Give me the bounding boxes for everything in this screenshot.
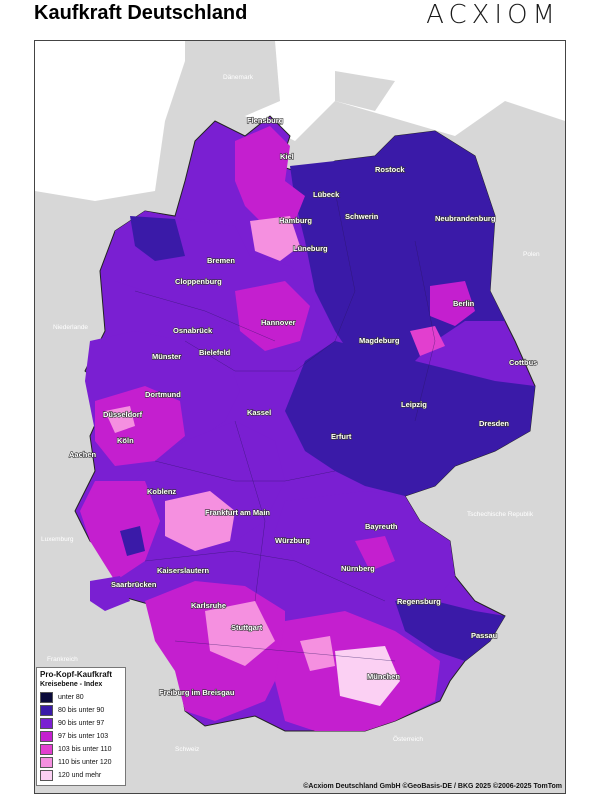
city-rostock[interactable]: Rostock bbox=[374, 164, 406, 174]
city-neubrandenburg[interactable]: Neubrandenburg bbox=[434, 213, 496, 223]
legend-title: Pro-Kopf-Kaufkraft bbox=[40, 670, 112, 679]
country-label-luxembourg: Luxemburg bbox=[41, 536, 74, 543]
city-berlin[interactable]: Berlin bbox=[452, 298, 475, 308]
legend: Pro-Kopf-Kaufkraft Kreisebene - Index un… bbox=[36, 667, 126, 786]
city-cottbus[interactable]: Cottbus bbox=[508, 357, 538, 367]
legend-swatch bbox=[40, 692, 53, 703]
city-bremen[interactable]: Bremen bbox=[206, 255, 236, 265]
country-label-france: Frankreich bbox=[47, 656, 78, 663]
region-ruhr-rhine bbox=[95, 386, 185, 466]
city-aachen[interactable]: Aachen bbox=[68, 449, 97, 459]
city-erfurt[interactable]: Erfurt bbox=[330, 431, 352, 441]
city-wuerzburg[interactable]: Würzburg bbox=[274, 535, 311, 545]
region-hannover bbox=[235, 281, 310, 351]
region-augsburg bbox=[300, 636, 335, 671]
country-label-poland: Polen bbox=[523, 251, 540, 258]
city-hannover[interactable]: Hannover bbox=[260, 317, 296, 327]
region-duesseldorf bbox=[105, 406, 135, 433]
legend-item: 80 bis unter 90 bbox=[40, 704, 122, 717]
legend-swatch bbox=[40, 770, 53, 781]
city-nuernberg[interactable]: Nürnberg bbox=[340, 563, 375, 573]
city-duesseldorf[interactable]: Düsseldorf bbox=[102, 409, 143, 419]
region-frankfurt bbox=[165, 491, 235, 551]
country-label-netherlands: Niederlande bbox=[53, 324, 88, 331]
legend-swatch bbox=[40, 705, 53, 716]
legend-item: 90 bis unter 97 bbox=[40, 717, 122, 730]
city-frankfurt[interactable]: Frankfurt am Main bbox=[204, 507, 271, 517]
region-saarland bbox=[90, 576, 130, 611]
city-freiburg[interactable]: Freiburg im Breisgau bbox=[158, 687, 235, 697]
city-schwerin[interactable]: Schwerin bbox=[344, 211, 379, 221]
region-pirmasens bbox=[120, 526, 145, 556]
region-stuttgart bbox=[205, 601, 275, 666]
denmark-land bbox=[185, 41, 280, 116]
country-label-switzerland: Schweiz bbox=[175, 746, 199, 753]
legend-item: 103 bis unter 110 bbox=[40, 743, 122, 756]
legend-item: 97 bis unter 103 bbox=[40, 730, 122, 743]
city-magdeburg[interactable]: Magdeburg bbox=[358, 335, 400, 345]
city-regensburg[interactable]: Regensburg bbox=[396, 596, 441, 606]
city-dresden[interactable]: Dresden bbox=[478, 418, 510, 428]
city-cloppenburg[interactable]: Cloppenburg bbox=[174, 276, 222, 286]
legend-swatch bbox=[40, 718, 53, 729]
city-luebeck[interactable]: Lübeck bbox=[312, 189, 340, 199]
legend-swatch bbox=[40, 731, 53, 742]
city-bayreuth[interactable]: Bayreuth bbox=[364, 521, 398, 531]
city-labels: Flensburg Kiel Lübeck Rostock Schwerin N… bbox=[68, 115, 538, 697]
city-muenster[interactable]: Münster bbox=[151, 351, 181, 361]
city-stuttgart[interactable]: Stuttgart bbox=[230, 622, 263, 632]
city-flensburg[interactable]: Flensburg bbox=[246, 115, 284, 125]
city-muenchen[interactable]: München bbox=[366, 671, 401, 681]
page-title: Kaufkraft Deutschland bbox=[34, 2, 248, 24]
legend-label: 80 bis unter 90 bbox=[58, 707, 105, 714]
island-land bbox=[335, 71, 395, 111]
city-koeln[interactable]: Köln bbox=[116, 435, 134, 445]
country-label-denmark: Dänemark bbox=[223, 74, 254, 81]
legend-item: 110 bis unter 120 bbox=[40, 756, 122, 769]
city-kaiserslautern[interactable]: Kaiserslautern bbox=[156, 565, 210, 575]
city-osnabrueck[interactable]: Osnabrück bbox=[172, 325, 213, 335]
city-dortmund[interactable]: Dortmund bbox=[144, 389, 181, 399]
region-east-central bbox=[285, 341, 535, 496]
acxiom-logo: ACXIOM bbox=[426, 0, 560, 30]
city-bielefeld[interactable]: Bielefeld bbox=[198, 347, 231, 357]
legend-swatch bbox=[40, 744, 53, 755]
country-label-austria: Österreich bbox=[393, 735, 423, 743]
city-karlsruhe[interactable]: Karlsruhe bbox=[190, 600, 226, 610]
legend-label: unter 80 bbox=[58, 694, 84, 701]
legend-label: 103 bis unter 110 bbox=[58, 746, 112, 753]
legend-label: 120 und mehr bbox=[58, 772, 102, 779]
region-nuernberg bbox=[355, 536, 395, 571]
city-passau[interactable]: Passau bbox=[470, 630, 498, 640]
legend-item: unter 80 bbox=[40, 691, 122, 704]
city-hamburg[interactable]: Hamburg bbox=[278, 215, 313, 225]
legend-label: 110 bis unter 120 bbox=[58, 759, 112, 766]
legend-rows: unter 80 80 bis unter 90 90 bis unter 97 97… bbox=[40, 691, 122, 782]
city-kiel[interactable]: Kiel bbox=[279, 151, 294, 161]
legend-swatch bbox=[40, 757, 53, 768]
region-schleswig-holstein bbox=[235, 126, 305, 226]
legend-subtitle: Kreisebene - Index bbox=[40, 681, 103, 688]
city-leipzig[interactable]: Leipzig bbox=[400, 399, 427, 409]
region-hamburg bbox=[250, 216, 300, 261]
region-berlin bbox=[430, 281, 475, 326]
city-koblenz[interactable]: Koblenz bbox=[146, 486, 177, 496]
region-potsdam bbox=[410, 326, 445, 356]
copyright-notice: ©Acxiom Deutschland GmbH ©GeoBasis-DE / … bbox=[303, 783, 562, 790]
district-borders bbox=[134, 190, 436, 662]
city-lueneburg[interactable]: Lüneburg bbox=[292, 243, 328, 253]
city-saarbruecken[interactable]: Saarbrücken bbox=[110, 579, 157, 589]
region-lower-bavaria bbox=[395, 601, 505, 661]
legend-label: 90 bis unter 97 bbox=[58, 720, 105, 727]
city-kassel[interactable]: Kassel bbox=[246, 407, 271, 417]
legend-label: 97 bis unter 103 bbox=[58, 733, 109, 740]
region-ostfriesland bbox=[130, 216, 185, 261]
region-muenchen bbox=[335, 646, 400, 706]
legend-item: 120 und mehr bbox=[40, 769, 122, 782]
country-label-czech: Tschechische Republik bbox=[467, 511, 534, 518]
